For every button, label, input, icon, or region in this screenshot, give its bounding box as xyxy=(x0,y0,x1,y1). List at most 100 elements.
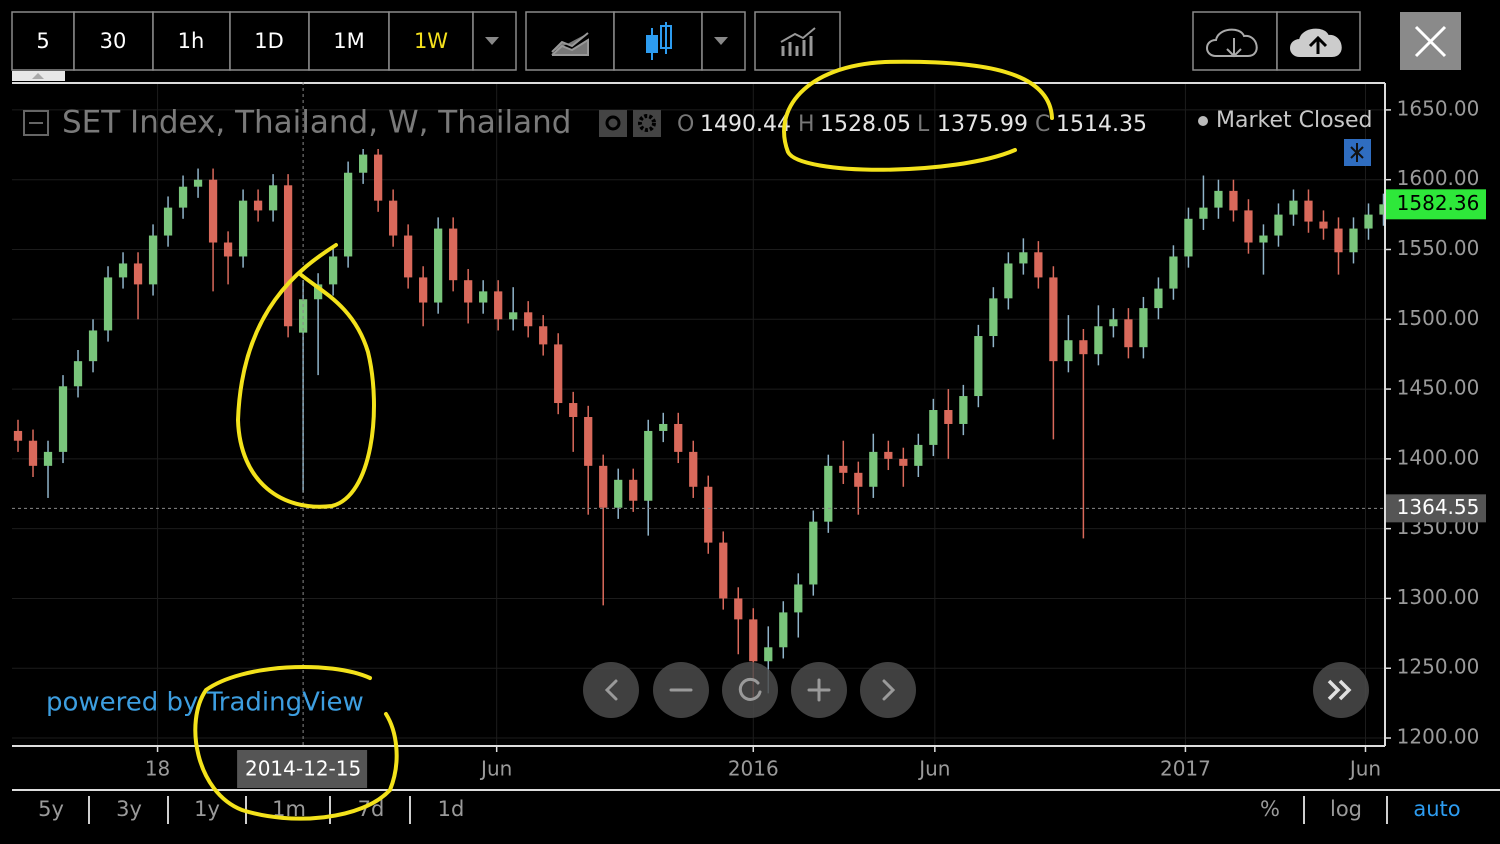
scale-button[interactable]: log xyxy=(1330,797,1362,821)
eye-button[interactable] xyxy=(599,110,627,137)
annotation-circle xyxy=(235,243,376,509)
interval-button[interactable] xyxy=(388,11,474,71)
candles xyxy=(13,148,1385,701)
candle-body xyxy=(43,451,53,466)
scale-button-active[interactable]: auto xyxy=(1413,797,1460,821)
candle-body xyxy=(944,410,953,424)
x-tick-label: 2016 xyxy=(728,757,779,781)
gear-icon xyxy=(638,114,656,132)
candle-body xyxy=(328,256,338,285)
y-tick-label: 1450.00 xyxy=(1397,376,1480,400)
interval-button[interactable] xyxy=(73,11,154,71)
plus-icon xyxy=(807,678,831,702)
cloud-upload-icon xyxy=(1290,28,1342,57)
dropdown-arrow xyxy=(485,37,499,45)
go-to-realtime-button[interactable] xyxy=(1313,662,1369,718)
ohlc-label: H xyxy=(798,112,815,137)
indicators-icon xyxy=(780,27,816,56)
range-button[interactable]: 5y xyxy=(38,797,64,821)
candle-body xyxy=(1379,204,1385,215)
candle-body xyxy=(734,598,743,620)
candle-body xyxy=(118,263,128,278)
candle-body xyxy=(419,277,428,303)
indicators-button[interactable] xyxy=(754,11,841,71)
candle-body xyxy=(1034,252,1043,278)
candle-body xyxy=(1079,340,1088,355)
candle-body xyxy=(1094,326,1103,355)
last-price-tag xyxy=(1386,189,1486,220)
candle-body xyxy=(343,172,353,257)
line-icon xyxy=(551,32,589,56)
candle-body xyxy=(1319,221,1328,229)
interval-label: 1M xyxy=(333,29,364,53)
scroll-arrow xyxy=(32,73,44,79)
range-button[interactable]: 1d xyxy=(438,797,465,821)
interval-label: 1D xyxy=(254,29,284,53)
y-tick-label: 1250.00 xyxy=(1397,655,1480,679)
candle-body xyxy=(1289,200,1298,215)
x-tick-label: Jun xyxy=(479,757,512,781)
interval-button[interactable] xyxy=(152,11,231,71)
x-tick-label: Jun xyxy=(917,757,950,781)
range-button[interactable]: 3y xyxy=(116,797,142,821)
line-style-button[interactable] xyxy=(525,11,615,71)
candle-body xyxy=(479,291,488,303)
reset-icon xyxy=(738,677,762,701)
interval-label: 1h xyxy=(178,29,205,53)
collapse-button[interactable] xyxy=(23,110,49,136)
scale-button[interactable]: % xyxy=(1260,797,1280,821)
candle-body xyxy=(1304,200,1313,222)
candle-body xyxy=(794,584,803,613)
y-tick-label: 1200.00 xyxy=(1397,725,1480,749)
grid xyxy=(12,82,1385,745)
candle-body xyxy=(764,647,773,662)
candle-body xyxy=(193,179,203,187)
reset-button[interactable] xyxy=(722,662,778,718)
candle-body xyxy=(539,326,548,345)
candle-body xyxy=(1349,228,1358,253)
candle-body xyxy=(959,396,968,424)
interval-button[interactable] xyxy=(308,11,390,71)
candle-body xyxy=(163,207,173,236)
range-button[interactable]: 1y xyxy=(194,797,220,821)
candle-body xyxy=(1184,218,1193,257)
candle-body xyxy=(914,444,923,466)
interval-button[interactable] xyxy=(229,11,310,71)
candle-body xyxy=(599,465,608,508)
candle-body xyxy=(1019,252,1028,264)
candle-body xyxy=(749,619,758,662)
y-tick-label: 1550.00 xyxy=(1397,236,1480,260)
scroll-right-button[interactable] xyxy=(860,662,916,718)
zoom-controls xyxy=(583,662,1369,718)
candle-body xyxy=(644,430,653,501)
scroll-left-button[interactable] xyxy=(583,662,639,718)
candle-body xyxy=(178,186,188,208)
candle-body xyxy=(1064,340,1073,362)
annotation-circle xyxy=(193,664,399,821)
interval-label-active: 1W xyxy=(414,29,448,53)
candle-body xyxy=(704,486,713,543)
candle-body xyxy=(779,612,788,648)
left-icon xyxy=(604,679,618,701)
candle-body xyxy=(1199,207,1208,219)
candle-body xyxy=(614,479,623,508)
status-dot xyxy=(1198,116,1208,126)
candle-body xyxy=(1259,235,1268,243)
overlay: 1364.55 2014-12-15 1582.36 xyxy=(12,82,1486,788)
candle-body xyxy=(238,200,248,257)
candle-body xyxy=(449,228,458,281)
candle-body xyxy=(13,430,23,441)
last-price: 1582.36 xyxy=(1397,191,1480,215)
candle-body xyxy=(313,284,323,300)
candle-body xyxy=(1364,214,1373,229)
candle-body xyxy=(268,185,278,211)
crosshair-date: 2014-12-15 xyxy=(245,757,361,781)
candle-body xyxy=(359,154,368,173)
candle-body xyxy=(629,479,638,501)
candle-body xyxy=(569,403,578,417)
candle-body xyxy=(1004,263,1013,299)
ohlc-value: 1375.99 xyxy=(937,112,1028,137)
frame xyxy=(12,82,1500,791)
chart-title: SET Index, Thailand, W, Thailand xyxy=(62,105,571,141)
